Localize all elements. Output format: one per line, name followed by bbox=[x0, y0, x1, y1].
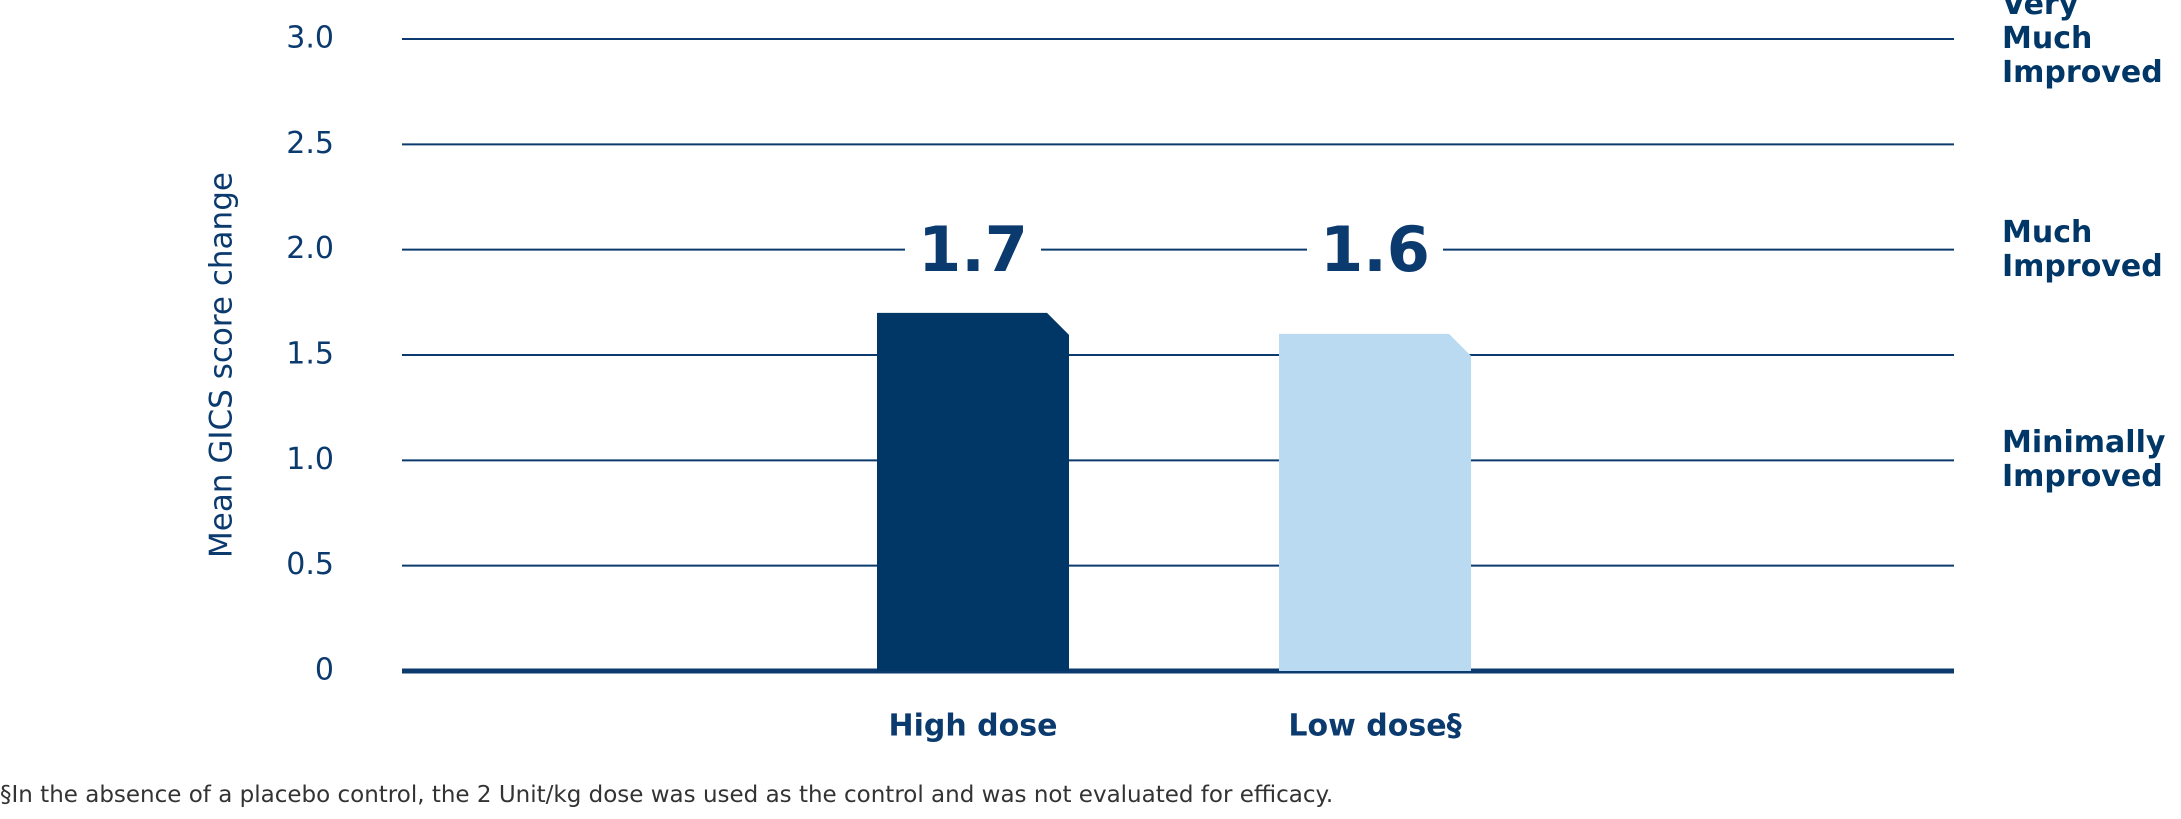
value-label: 1.6 bbox=[1320, 213, 1430, 286]
y-tick-label: 3.0 bbox=[286, 21, 334, 56]
y-axis-label: Mean GICS score change bbox=[204, 172, 240, 558]
scale-label: Very Much Improved bbox=[2002, 0, 2163, 90]
bar bbox=[1279, 333, 1471, 671]
x-tick-label: High dose bbox=[889, 709, 1058, 744]
y-tick-label: 0 bbox=[315, 653, 334, 688]
bar bbox=[877, 312, 1069, 671]
y-tick-label: 2.0 bbox=[286, 231, 334, 266]
y-tick-label: 1.0 bbox=[286, 442, 334, 477]
value-label-bg bbox=[905, 222, 1041, 282]
footnote: §In the absence of a placebo control, th… bbox=[0, 782, 1334, 808]
scale-label: Minimally Improved bbox=[2002, 425, 2166, 495]
y-tick-label: 1.5 bbox=[286, 337, 334, 372]
value-label: 1.7 bbox=[918, 213, 1028, 286]
scale-label: Much Improved bbox=[2002, 214, 2163, 284]
x-tick-label: Low dose§ bbox=[1288, 709, 1461, 744]
value-label-bg bbox=[1307, 222, 1443, 282]
y-tick-label: 0.5 bbox=[286, 547, 334, 582]
y-tick-label: 2.5 bbox=[286, 126, 334, 161]
